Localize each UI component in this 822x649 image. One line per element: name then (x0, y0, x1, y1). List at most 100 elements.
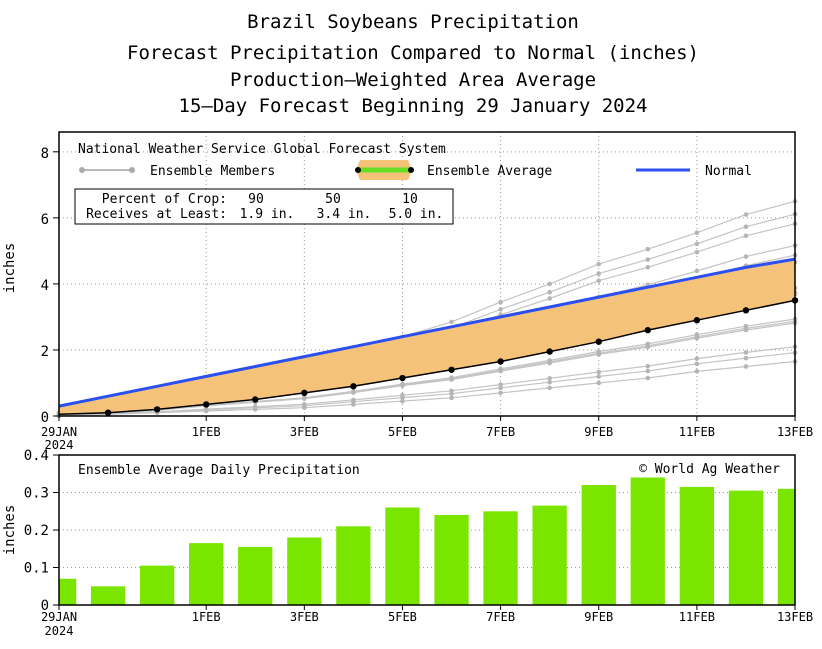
top-ytick-label-4: 4 (41, 278, 49, 294)
top-plot-frame (58, 131, 796, 417)
top-xtick-label-7FEB: 7FEB (486, 425, 515, 439)
bottom-ytick-label-1: 0.1 (24, 561, 49, 577)
bottom-ytick-label-0: 0 (41, 598, 49, 614)
legend-members-label: Ensemble Members (150, 164, 275, 179)
daily-bar-3 (189, 543, 224, 605)
top-xtick-label-5FEB: 5FEB (388, 425, 417, 439)
crop-row1-val2: 50 (325, 192, 341, 207)
member-point-0-8 (449, 395, 454, 401)
member-point-14-13 (694, 230, 700, 236)
crop-row2-label: Receives at Least: (86, 207, 227, 222)
member-point-14-12 (645, 246, 651, 252)
daily-bar-15 (777, 488, 795, 606)
daily-bar-13 (679, 486, 714, 605)
legend-average-dot-right (408, 167, 414, 173)
daily-bar-8 (434, 515, 469, 605)
member-point-2-13 (694, 356, 700, 361)
member-point-5-6 (351, 389, 356, 394)
member-point-13-9 (498, 307, 503, 312)
member-point-1-9 (498, 385, 503, 391)
member-point-1-13 (694, 361, 700, 367)
member-point-2-11 (596, 369, 602, 375)
member-point-5-11 (596, 349, 602, 354)
legend-title: National Weather Service Global Forecast… (78, 142, 446, 157)
credit-label: © World Ag Weather (639, 462, 780, 477)
daily-bar-11 (581, 485, 616, 605)
daily-bar-10 (532, 505, 567, 605)
top-ytick-label-6: 6 (41, 212, 49, 228)
average-point-11 (595, 338, 602, 345)
top-xtick-label-29JAN: 29JAN (41, 425, 77, 439)
top-legend: National Weather Service Global Forecast… (78, 142, 752, 180)
average-point-3 (203, 401, 210, 408)
legend-normal-label: Normal (705, 164, 752, 179)
average-point-12 (644, 326, 651, 334)
top-xtick-label-9FEB: 9FEB (584, 425, 613, 439)
daily-bar-5 (287, 537, 322, 605)
member-point-11-14 (743, 254, 749, 259)
daily-bar-2 (140, 565, 175, 605)
bottom-xtick-label-13FEB: 13FEB (777, 610, 813, 624)
member-point-1-10 (547, 379, 552, 385)
top-ytick-label-0: 0 (41, 410, 49, 426)
member-point-2-3 (203, 406, 209, 412)
bottom-ytick-label-2: 0.2 (24, 523, 49, 539)
crop-row2-val2: 3.4 in. (317, 207, 372, 222)
average-point-14 (742, 307, 750, 314)
daily-bar-0 (59, 578, 77, 606)
daily-bar-1 (90, 586, 126, 606)
bottom-xtick-label-5FEB: 5FEB (388, 610, 417, 624)
member-point-2-5 (302, 401, 307, 407)
member-point-13-14 (743, 224, 749, 230)
top-ytick-label-8: 8 (41, 146, 49, 162)
average-point-4 (252, 396, 259, 403)
bottom-xtick-label-1FEB: 1FEB (192, 610, 221, 624)
top-xtick-sub-29JAN: 2024 (45, 438, 74, 452)
member-point-14-11 (596, 261, 602, 267)
subtitle-2: Production—Weighted Area Average (230, 69, 596, 91)
member-point-12-14 (743, 233, 749, 239)
daily-bar-14 (728, 490, 764, 605)
member-point-12-10 (547, 296, 552, 301)
bottom-xtick-label-11FEB: 11FEB (679, 610, 715, 624)
member-point-0-9 (498, 390, 503, 396)
member-point-2-14 (743, 350, 749, 355)
member-point-14-10 (547, 281, 552, 287)
bottom-ytick-label-4: 0.4 (24, 448, 49, 464)
member-point-1-12 (645, 368, 651, 374)
bottom-y-label: inches (2, 505, 18, 556)
top-xtick-label-1FEB: 1FEB (192, 425, 221, 439)
average-point-5 (301, 389, 308, 397)
member-point-14-9 (498, 299, 503, 305)
member-point-5-14 (743, 323, 749, 329)
subtitle-3: 15—Day Forecast Beginning 29 January 202… (179, 95, 648, 117)
member-point-14-14 (743, 212, 749, 217)
member-point-2-8 (449, 388, 454, 394)
member-point-5-8 (449, 375, 454, 381)
top-y-axis: 0 2 4 6 8 (41, 146, 59, 426)
member-point-13-13 (694, 241, 700, 247)
average-point-7 (399, 374, 406, 382)
average-point-6 (350, 383, 357, 390)
member-point-5-9 (498, 366, 503, 372)
member-point-11-13 (694, 268, 700, 274)
main-title: Brazil Soybeans Precipitation (247, 11, 579, 33)
daily-bar-7 (385, 507, 420, 605)
member-point-2-10 (547, 376, 552, 381)
daily-bar-12 (630, 477, 665, 605)
top-y-label: inches (2, 243, 18, 294)
daily-bar-4 (238, 546, 273, 605)
bottom-ytick-label-3: 0.3 (24, 486, 49, 502)
crop-table-box (74, 188, 454, 225)
crop-row2-val3: 5.0 in. (389, 207, 444, 222)
member-line-5 (58, 318, 796, 416)
member-point-5-7 (400, 381, 405, 387)
crop-row1-label: Percent of Crop: (102, 192, 227, 207)
legend-members-dot-left (79, 167, 85, 173)
subtitle-1: Forecast Precipitation Compared to Norma… (127, 42, 699, 64)
